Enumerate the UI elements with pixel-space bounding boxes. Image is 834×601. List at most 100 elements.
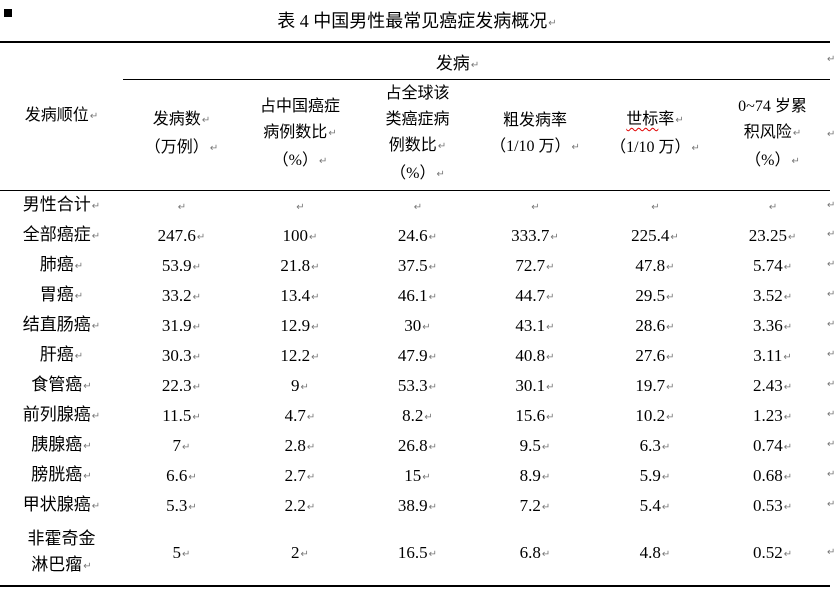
line-break-mark-icon: ↵ <box>91 200 101 212</box>
line-break-mark-icon: ↵ <box>428 292 438 303</box>
line-break-mark-icon: ↵ <box>192 412 201 423</box>
value-cell: 5.74↵ <box>715 251 830 281</box>
row-label-line: 淋巴瘤↵ <box>0 552 123 581</box>
line-break-mark-icon: ↵ <box>666 292 675 303</box>
line-break-mark-icon: ↵ <box>300 549 309 560</box>
column-header-asr-world-line: （1/10 万）↵ <box>595 135 715 163</box>
column-header-cases-text: （万例） <box>144 139 209 156</box>
line-break-mark-icon: ↵ <box>783 472 793 483</box>
line-break-mark-icon: ↵ <box>192 262 202 273</box>
column-header-cum-risk-line: 0~74 岁累 <box>715 94 830 120</box>
row-label-line: 全部癌症↵ <box>0 222 123 251</box>
empty-cell: ↵ <box>715 191 830 222</box>
table-header-row: 发病数↵ （万例）↵ 占中国癌症 病例数比↵ （%）↵ 占全球该 类癌症病 例数比↵ （%）↵ 粗… <box>0 79 831 191</box>
cell-value: 23.25 <box>748 226 787 245</box>
value-cell: 2.7↵ <box>240 461 360 491</box>
value-cell: 4.7↵ <box>240 401 360 431</box>
value-cell: 2.8↵ <box>240 431 360 461</box>
column-header-cum-risk-text: （%） <box>745 152 791 169</box>
value-cell: 9.5↵ <box>475 431 595 461</box>
row-end-mark-icon: ↵ <box>827 469 834 480</box>
column-header-cases: 发病数↵ （万例）↵ <box>123 79 240 191</box>
row-label-line: 甲状腺癌↵ <box>0 492 123 521</box>
column-header-pct-china-line: 病例数比↵ <box>240 120 360 148</box>
cell-value: 29.5 <box>635 286 666 305</box>
row-end-mark-icon: ↵ <box>827 128 834 140</box>
cell-value: 4.8 <box>639 543 661 562</box>
row-end-mark-icon: ↵ <box>827 199 834 211</box>
value-cell: 23.25↵ <box>715 221 830 251</box>
row-label-line: 肺癌↵ <box>0 252 123 281</box>
row-label: 甲状腺癌↵ <box>0 491 123 521</box>
value-cell: 2.2↵ <box>240 491 360 521</box>
line-break-mark-icon: ↵ <box>188 472 197 483</box>
column-header-pct-global-line: （%）↵ <box>360 161 475 189</box>
cell-value: 0.74 <box>752 436 783 455</box>
value-cell: 6.8↵ <box>475 521 595 586</box>
cell-value: 5.4 <box>639 496 661 515</box>
line-break-mark-icon: ↵ <box>792 128 802 139</box>
line-break-mark-icon: ↵ <box>300 382 309 393</box>
cell-value: 5 <box>172 543 182 562</box>
column-header-crude-rate-text: 粗发病率 <box>502 112 567 129</box>
line-break-mark-icon: ↵ <box>424 412 433 423</box>
row-end-mark-icon: ↵ <box>827 229 834 240</box>
line-break-mark-icon: ↵ <box>91 410 101 422</box>
column-header-cases-text: 发病数 <box>152 111 201 128</box>
value-cell: 8.2↵ <box>360 401 475 431</box>
column-header-crude-rate-line: 粗发病率 <box>475 108 595 134</box>
value-cell: 44.7↵ <box>475 281 595 311</box>
column-header-asr-world-text: 率 <box>658 111 675 128</box>
value-cell: 10.2↵ <box>595 401 715 431</box>
line-break-mark-icon: ↵ <box>422 472 431 483</box>
line-break-mark-icon: ↵ <box>311 352 320 363</box>
line-break-mark-icon: ↵ <box>318 156 328 167</box>
cell-value: 44.7 <box>515 286 546 305</box>
cell-value: 4.7 <box>284 406 306 425</box>
row-label: 食管癌↵ <box>0 371 123 401</box>
line-break-mark-icon: ↵ <box>661 502 671 513</box>
value-cell: 5.4↵ <box>595 491 715 521</box>
line-break-mark-icon: ↵ <box>666 262 675 273</box>
value-cell: 5.3↵ <box>123 491 240 521</box>
line-break-mark-icon: ↵ <box>311 262 320 273</box>
cell-value: 46.1 <box>397 286 428 305</box>
cell-value: 100 <box>282 226 309 245</box>
row-end-mark-icon: ↵ <box>827 319 834 330</box>
value-cell: 2.43↵ <box>715 371 830 401</box>
line-break-mark-icon: ↵ <box>691 143 700 154</box>
value-cell: 225.4↵ <box>595 221 715 251</box>
value-cell: 11.5↵ <box>123 401 240 431</box>
row-label-text: 男性合计 <box>22 194 91 214</box>
line-break-mark-icon: ↵ <box>791 156 800 167</box>
column-header-cases-line: 发病数↵ <box>123 107 240 135</box>
line-break-mark-icon: ↵ <box>666 382 675 393</box>
line-break-mark-icon: ↵ <box>436 169 445 180</box>
row-label: 肝癌↵ <box>0 341 123 371</box>
line-break-mark-icon: ↵ <box>182 442 191 453</box>
cell-value: 7 <box>172 436 182 455</box>
cell-value: 7.2 <box>519 496 541 515</box>
row-label: 膀胱癌↵ <box>0 461 123 491</box>
cell-value: 6.3 <box>639 436 661 455</box>
value-cell: 22.3↵ <box>123 371 240 401</box>
line-break-mark-icon: ↵ <box>74 260 84 272</box>
line-break-mark-icon: ↵ <box>675 115 684 126</box>
empty-cell: ↵ <box>360 191 475 222</box>
value-cell: 30.1↵ <box>475 371 595 401</box>
value-cell: 19.7↵ <box>595 371 715 401</box>
value-cell: 247.6↵ <box>123 221 240 251</box>
cell-value: 2.7 <box>284 466 306 485</box>
cell-value: 19.7 <box>635 376 666 395</box>
row-label: 男性合计↵ <box>0 191 123 222</box>
value-cell: 40.8↵ <box>475 341 595 371</box>
cell-value: 40.8 <box>515 346 546 365</box>
line-break-mark-icon: ↵ <box>428 232 438 243</box>
table-title-text: 表 4 中国男性最常见癌症发病概况 <box>277 11 548 31</box>
row-label-line: 肝癌↵ <box>0 342 123 371</box>
line-break-mark-icon: ↵ <box>428 549 438 560</box>
column-header-pct-china-text: 占中国癌症 <box>259 98 340 115</box>
line-break-mark-icon: ↵ <box>306 412 316 423</box>
table-row: 结直肠癌↵ 31.9↵ 12.9↵ 30↵ 43.1↵ 28.6↵ 3.36↵ <box>0 311 830 341</box>
table-row: 前列腺癌↵ 11.5↵ 4.7↵ 8.2↵ 15.6↵ 10.2↵ 1.23↵ <box>0 401 830 431</box>
